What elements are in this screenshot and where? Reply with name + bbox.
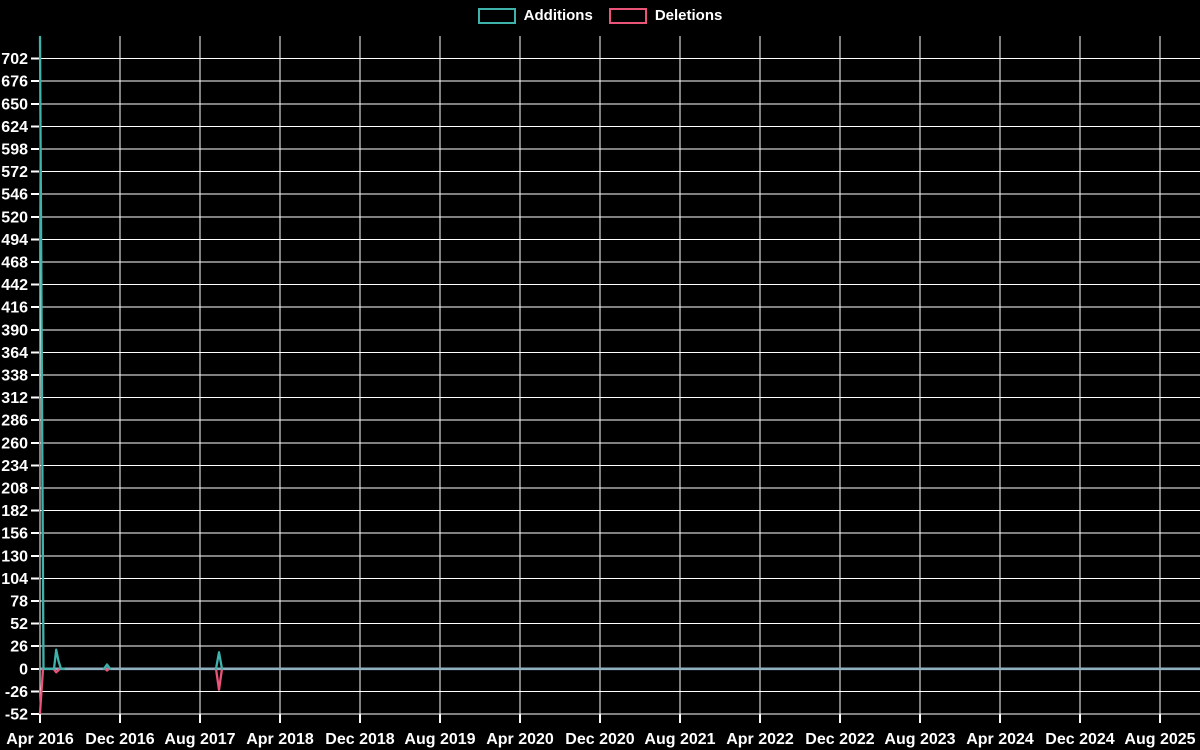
y-axis-label: 156 (1, 526, 28, 543)
x-axis-label: Aug 2021 (644, 731, 715, 748)
y-axis-label: 26 (10, 639, 28, 656)
y-axis-label: 676 (1, 74, 28, 91)
y-axis-label: 702 (1, 51, 28, 68)
additions-line (214, 651, 224, 670)
y-axis-label: 546 (1, 187, 28, 204)
y-axis-label: 390 (1, 322, 28, 339)
x-axis-label: Dec 2020 (565, 731, 634, 748)
x-axis-label: Aug 2019 (404, 731, 475, 748)
deletions-line (103, 667, 111, 672)
y-axis-label: 52 (10, 616, 28, 633)
legend-item-deletions[interactable]: Deletions (608, 7, 723, 25)
x-axis-label: Apr 2020 (486, 731, 554, 748)
y-axis-label: 572 (1, 164, 28, 181)
y-axis-label: 364 (1, 345, 28, 362)
x-axis-label: Dec 2022 (805, 731, 874, 748)
y-axis-label: 598 (1, 142, 28, 159)
chart-legend: Additions Deletions (0, 7, 1200, 25)
additions-line (102, 663, 112, 670)
legend-item-additions[interactable]: Additions (477, 7, 593, 25)
y-axis-label: 468 (1, 255, 28, 272)
y-axis-label: 182 (1, 503, 28, 520)
x-axis-label: Aug 2025 (1124, 731, 1195, 748)
y-axis-label: -52 (5, 707, 28, 724)
y-axis-label: 650 (1, 96, 28, 113)
deletions-swatch-icon (608, 8, 647, 24)
y-axis-label: 208 (1, 481, 28, 498)
legend-label-additions: Additions (523, 7, 593, 24)
y-axis-label: 104 (1, 571, 28, 588)
x-axis-label: Apr 2016 (6, 731, 74, 748)
x-axis-label: Apr 2024 (966, 731, 1034, 748)
y-axis-label: 312 (1, 390, 28, 407)
x-axis-label: Apr 2022 (726, 731, 794, 748)
y-axis-label: 78 (10, 594, 28, 611)
y-axis-label: 286 (1, 413, 28, 430)
y-axis-label: 0 (19, 661, 28, 678)
additions-swatch-icon (477, 8, 516, 24)
deletions-line (214, 667, 224, 691)
x-axis-label: Apr 2018 (246, 731, 314, 748)
y-axis-label: 260 (1, 435, 28, 452)
x-axis-label: Aug 2017 (164, 731, 235, 748)
y-axis-label: 130 (1, 548, 28, 565)
additions-line (38, 35, 66, 670)
y-axis-label: 494 (1, 232, 28, 249)
y-axis-label: 520 (1, 209, 28, 226)
x-axis-label: Aug 2023 (884, 731, 955, 748)
x-axis-label: Dec 2016 (85, 731, 154, 748)
x-axis-label: Dec 2018 (325, 731, 394, 748)
y-axis-label: -26 (5, 684, 28, 701)
y-axis-label: 234 (1, 458, 28, 475)
y-axis-label: 416 (1, 300, 28, 317)
y-axis-label: 442 (1, 277, 28, 294)
x-axis-label: Dec 2024 (1045, 731, 1114, 748)
y-axis-label: 338 (1, 368, 28, 385)
legend-label-deletions: Deletions (654, 7, 723, 24)
y-axis-label: 624 (1, 119, 28, 136)
